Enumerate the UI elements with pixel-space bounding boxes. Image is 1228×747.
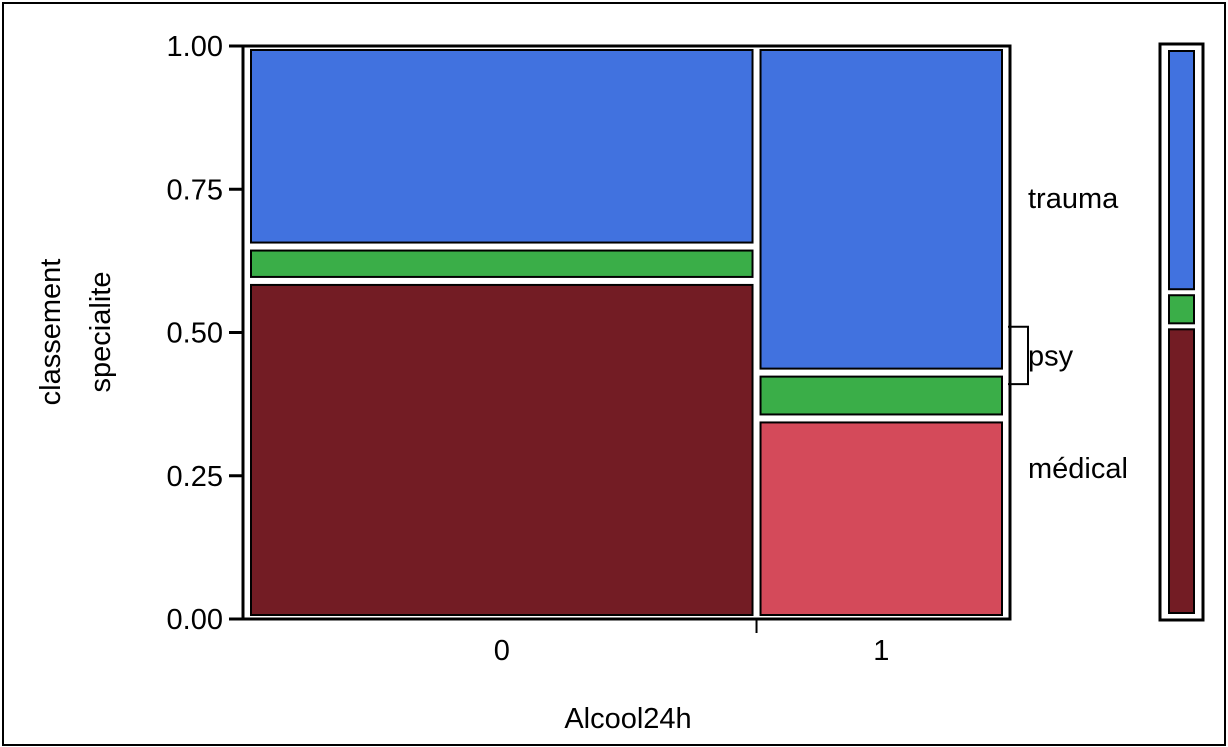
y-tick-label: 0.00 — [167, 604, 223, 636]
y-tick-label: 0.50 — [167, 318, 223, 350]
x-axis-title: Alcool24h — [564, 703, 691, 735]
y-tick-label: 0.75 — [167, 174, 223, 206]
cell-psy-col-1 — [759, 375, 1004, 416]
cell-medical-col-1 — [759, 421, 1004, 617]
legend-swatch-medical — [1168, 328, 1195, 614]
cell-medical-col-0 — [250, 283, 754, 616]
y-axis-title-line2: specialite — [85, 272, 117, 393]
psy-bracket — [1008, 325, 1029, 386]
y-axis-title-line1: classement — [35, 259, 67, 406]
x-tick-label: 0 — [494, 635, 510, 667]
mosaic-cells — [250, 49, 1004, 617]
legend-swatch-psy — [1168, 294, 1195, 325]
cell-trauma-col-1 — [759, 49, 1004, 370]
cell-psy-col-0 — [250, 249, 754, 278]
y-tick-label: 1.00 — [167, 31, 223, 63]
segment-labels: trauma psy médical — [1008, 183, 1128, 485]
segment-label-trauma: trauma — [1028, 183, 1119, 215]
segment-label-psy: psy — [1028, 340, 1074, 372]
legend-swatch-trauma — [1168, 50, 1195, 291]
legend-bar — [1158, 42, 1205, 622]
x-tick-label: 1 — [873, 635, 889, 667]
cell-trauma-col-0 — [250, 49, 754, 244]
y-axis: 0.00 0.25 0.50 0.75 1.00 — [167, 31, 243, 636]
segment-label-medical: médical — [1028, 453, 1128, 485]
y-tick-label: 0.25 — [167, 461, 223, 493]
